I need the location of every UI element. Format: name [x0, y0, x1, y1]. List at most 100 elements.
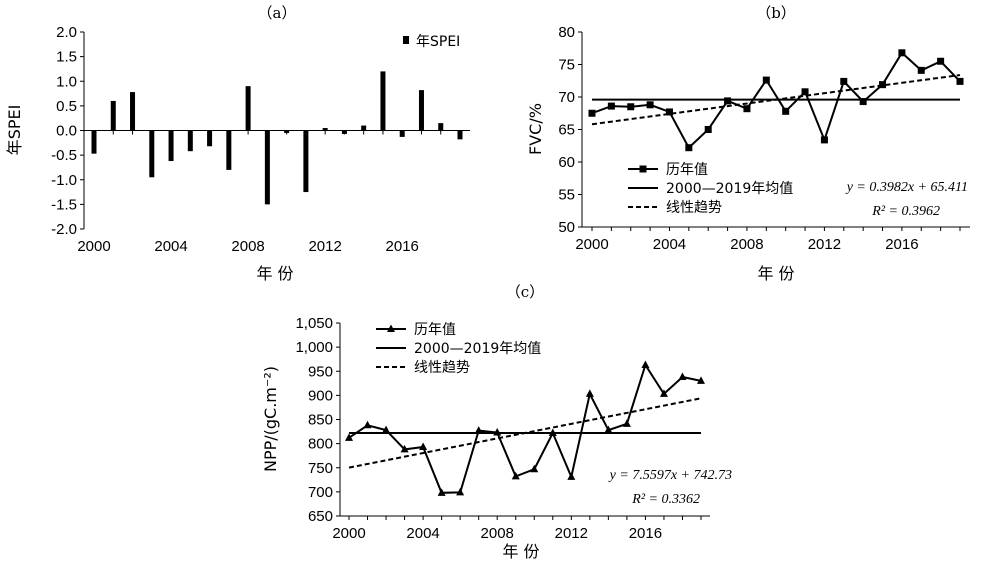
- point-2002: [382, 425, 391, 434]
- bar-2005: [187, 130, 193, 152]
- y-tick-label: 950: [308, 363, 333, 380]
- panel-label: （a）: [258, 4, 297, 22]
- bar-2013: [341, 130, 347, 134]
- point-2002: [627, 103, 635, 111]
- r-squared: R² = 0.3362: [631, 492, 700, 507]
- point-2001: [607, 102, 615, 110]
- point-2018: [678, 372, 687, 381]
- y-tick-label: 1,050: [295, 315, 333, 332]
- point-2006: [456, 487, 465, 496]
- y-tick-label: 1.0: [56, 73, 77, 90]
- legend-series-marker: [387, 324, 395, 332]
- point-2008: [493, 428, 502, 436]
- x-tick-label: 2012: [808, 236, 841, 253]
- point-2013: [840, 77, 848, 85]
- bar-2007: [226, 130, 232, 170]
- y-tick-label: 0.0: [56, 123, 77, 140]
- y-tick-label: -1.5: [51, 196, 77, 213]
- point-2015: [622, 419, 631, 427]
- bar-2004: [168, 130, 174, 162]
- x-tick-label: 2016: [885, 236, 918, 253]
- bar-2006: [207, 130, 213, 147]
- x-axis-label: 年 份: [256, 264, 293, 283]
- point-2004: [419, 442, 428, 451]
- x-tick-label: 2008: [481, 525, 514, 542]
- point-2012: [567, 472, 576, 480]
- point-2005: [437, 488, 446, 496]
- y-tick-label: 750: [308, 460, 333, 477]
- bar-2009: [264, 130, 270, 205]
- legend-swatch: [403, 36, 409, 44]
- legend-series-label: 历年值: [666, 162, 708, 178]
- point-2003: [400, 444, 409, 453]
- bar-2000: [91, 130, 97, 154]
- bar-2018: [438, 123, 444, 131]
- bar-2008: [245, 86, 251, 131]
- x-tick-label: 2016: [386, 238, 419, 255]
- trend-equation: y = 0.3982x + 65.411: [845, 180, 968, 195]
- x-tick-label: 2000: [575, 236, 608, 253]
- point-2017: [659, 389, 668, 397]
- point-2019: [697, 376, 705, 384]
- y-tick-label: 60: [558, 154, 575, 171]
- y-tick-label: 0.5: [56, 98, 77, 115]
- trend-line: [348, 397, 702, 469]
- x-tick-label: 2004: [653, 236, 686, 253]
- legend-mean-label: 2000—2019年均值: [414, 341, 541, 357]
- point-2012: [820, 136, 828, 144]
- point-2009: [762, 76, 770, 84]
- legend-mean-label: 2000—2019年均值: [666, 181, 793, 197]
- trend-line: [591, 74, 961, 126]
- y-tick-label: 900: [308, 387, 333, 404]
- x-tick-label: 2004: [154, 238, 187, 255]
- legend-trend-label: 线性趋势: [666, 200, 722, 216]
- y-tick-label: 70: [558, 89, 575, 106]
- point-2007: [474, 426, 483, 434]
- point-2013: [585, 389, 594, 397]
- point-2004: [665, 108, 673, 116]
- y-axis-label: FVC/%: [526, 103, 545, 155]
- x-axis-label: 年 份: [502, 542, 539, 561]
- x-tick-label: 2012: [555, 525, 588, 542]
- y-tick-label: 800: [308, 436, 333, 453]
- point-2006: [704, 126, 712, 133]
- x-tick-label: 2000: [332, 525, 365, 542]
- bar-2001: [110, 100, 116, 131]
- x-axis-label: 年 份: [757, 264, 794, 283]
- point-2016: [898, 49, 906, 57]
- y-tick-label: 75: [558, 57, 575, 74]
- point-2005: [685, 144, 693, 152]
- x-tick-label: 2004: [406, 525, 439, 542]
- y-axis-label: NPP/(gC.m⁻²): [261, 366, 280, 472]
- y-tick-label: 65: [558, 122, 575, 139]
- point-2015: [879, 81, 887, 89]
- y-tick-label: 55: [558, 187, 575, 204]
- x-tick-label: 2016: [629, 525, 662, 542]
- y-tick-label: 50: [558, 219, 575, 236]
- y-tick-label: -2.0: [51, 221, 77, 238]
- point-2001: [363, 420, 372, 429]
- bar-2015: [380, 71, 386, 131]
- x-tick-label: 2000: [77, 238, 110, 255]
- point-2016: [641, 360, 650, 368]
- point-2000: [345, 433, 353, 441]
- point-2007: [724, 97, 732, 105]
- x-tick-label: 2008: [730, 236, 763, 253]
- legend-label: 年SPEI: [416, 34, 460, 50]
- point-2014: [859, 98, 867, 106]
- legend-series-marker: [639, 165, 647, 173]
- panel-label: （b）: [756, 4, 796, 22]
- point-2017: [917, 66, 925, 74]
- point-2008: [743, 105, 751, 113]
- y-tick-label: -0.5: [51, 147, 77, 164]
- y-tick-label: 1,000: [295, 339, 333, 356]
- y-tick-label: 80: [558, 24, 575, 41]
- bar-2016: [399, 130, 405, 137]
- y-axis-label: 年SPEI: [5, 105, 24, 156]
- bar-2012: [322, 128, 328, 131]
- y-tick-label: -1.0: [51, 172, 77, 189]
- y-tick-label: 650: [308, 508, 333, 525]
- y-tick-label: 2.0: [56, 24, 77, 41]
